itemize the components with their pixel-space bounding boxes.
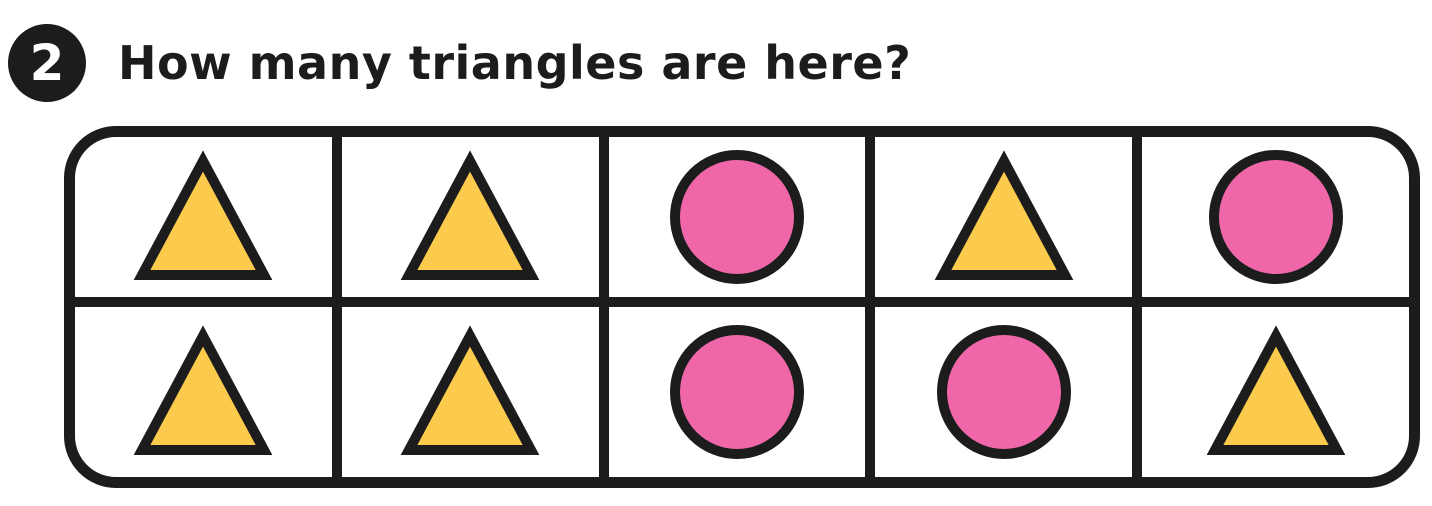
grid-cell xyxy=(1142,137,1409,307)
triangle-shape xyxy=(934,150,1074,280)
circle-icon xyxy=(669,325,804,459)
question-header: 2 How many triangles are here? xyxy=(8,24,911,102)
triangle-icon xyxy=(400,325,540,455)
circle-shape xyxy=(669,150,804,284)
ten-frame xyxy=(64,126,1420,488)
question-number-badge: 2 xyxy=(8,24,86,102)
triangle-shape xyxy=(134,325,273,455)
triangle-icon xyxy=(400,150,540,280)
triangle-icon xyxy=(1206,325,1345,455)
grid-cell xyxy=(608,137,876,307)
grid-cell xyxy=(75,137,342,307)
triangle-shape xyxy=(1206,325,1345,455)
grid-cell xyxy=(342,307,609,477)
question-text: How many triangles are here? xyxy=(118,36,912,90)
grid-cell xyxy=(341,137,609,307)
grid-cell xyxy=(875,307,1143,477)
grid-cell xyxy=(875,137,1143,307)
grid-cell xyxy=(1142,307,1409,477)
grid-cell xyxy=(75,307,342,477)
circle-shape xyxy=(669,325,804,459)
triangle-icon xyxy=(134,325,273,455)
grid-cell xyxy=(609,307,876,477)
circle-shape xyxy=(936,325,1071,459)
triangle-icon xyxy=(934,150,1074,280)
triangle-shape xyxy=(134,150,273,280)
circle-icon xyxy=(1208,150,1343,284)
circle-icon xyxy=(936,325,1071,459)
circle-shape xyxy=(1208,150,1343,284)
circle-icon xyxy=(669,150,804,284)
triangle-shape xyxy=(400,325,540,455)
triangle-shape xyxy=(400,150,540,280)
triangle-icon xyxy=(134,150,273,280)
